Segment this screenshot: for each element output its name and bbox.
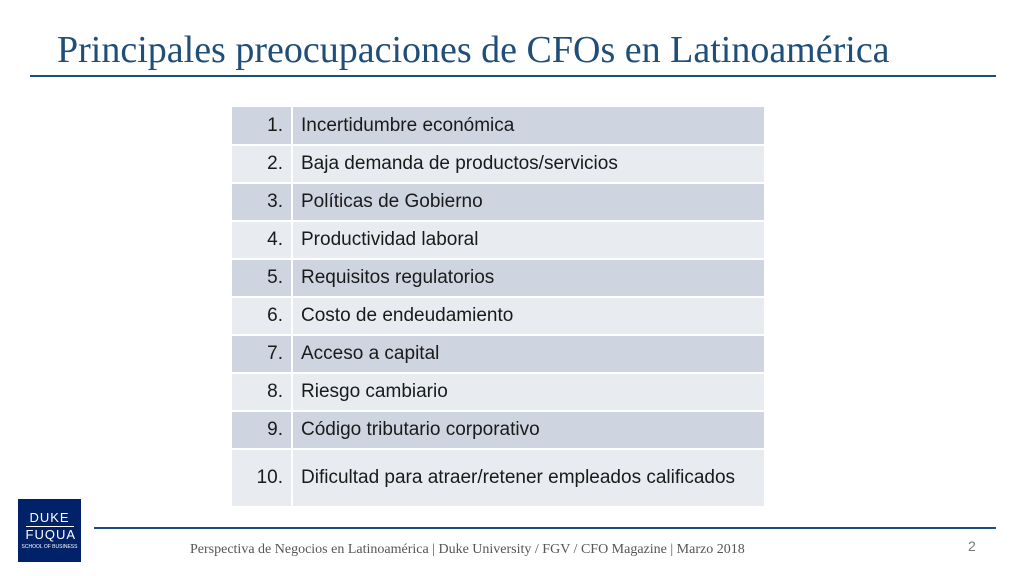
footer-divider	[94, 527, 996, 529]
logo-line-fuqua: FUQUA	[25, 525, 76, 542]
row-text: Políticas de Gobierno	[292, 183, 764, 222]
row-number: 6.	[232, 297, 293, 336]
row-number: 9.	[232, 411, 293, 450]
row-text: Costo de endeudamiento	[292, 297, 764, 336]
logo-line-duke: DUKE	[29, 509, 70, 525]
row-text: Acceso a capital	[292, 335, 764, 374]
table-row: 2. Baja demanda de productos/servicios	[232, 145, 764, 184]
table-row: 5. Requisitos regulatorios	[232, 259, 764, 298]
concerns-table: 1. Incertidumbre económica 2. Baja deman…	[232, 107, 764, 508]
table-row: 10. Dificultad para atraer/retener emple…	[232, 449, 764, 508]
table-row: 4. Productividad laboral	[232, 221, 764, 260]
table-row: 8. Riesgo cambiario	[232, 373, 764, 412]
footer-text: Perspectiva de Negocios en Latinoamérica…	[190, 542, 745, 557]
row-text: Productividad laboral	[292, 221, 764, 260]
row-number: 2.	[232, 145, 293, 184]
row-text: Código tributario corporativo	[292, 411, 764, 450]
table-row: 7. Acceso a capital	[232, 335, 764, 374]
row-text: Requisitos regulatorios	[292, 259, 764, 298]
table-row: 3. Políticas de Gobierno	[232, 183, 764, 222]
row-number: 7.	[232, 335, 293, 374]
page-number: 2	[968, 538, 976, 554]
table-row: 6. Costo de endeudamiento	[232, 297, 764, 336]
row-text: Riesgo cambiario	[292, 373, 764, 412]
row-number: 10.	[232, 449, 293, 508]
row-number: 4.	[232, 221, 293, 260]
row-text: Baja demanda de productos/servicios	[292, 145, 764, 184]
row-text: Dificultad para atraer/retener empleados…	[292, 449, 764, 508]
row-number: 8.	[232, 373, 293, 412]
row-number: 1.	[232, 107, 293, 146]
table-row: 9. Código tributario corporativo	[232, 411, 764, 450]
logo-line-school: SCHOOL OF BUSINESS	[21, 543, 78, 550]
slide-title: Principales preocupaciones de CFOs en La…	[57, 29, 890, 71]
row-text: Incertidumbre económica	[292, 107, 764, 146]
table-row: 1. Incertidumbre económica	[232, 107, 764, 146]
duke-fuqua-logo: DUKE FUQUA SCHOOL OF BUSINESS	[18, 499, 81, 562]
row-number: 3.	[232, 183, 293, 222]
row-number: 5.	[232, 259, 293, 298]
title-divider	[30, 75, 996, 77]
